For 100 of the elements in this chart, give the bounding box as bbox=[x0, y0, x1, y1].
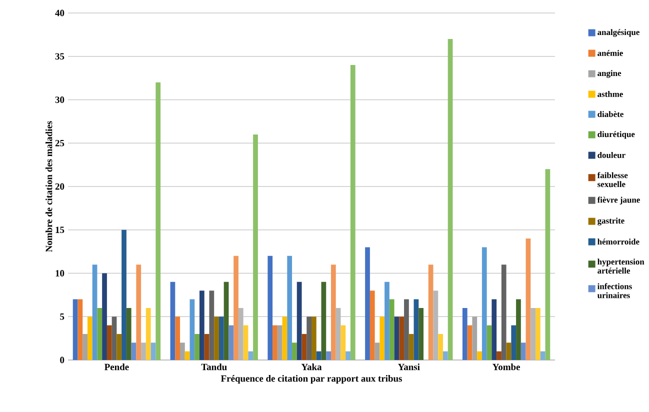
bar bbox=[404, 299, 409, 360]
bar bbox=[492, 299, 497, 360]
bar bbox=[442, 351, 448, 360]
legend-label: asthme bbox=[598, 91, 623, 97]
x-tick-label: Yaka bbox=[301, 364, 322, 370]
bar bbox=[126, 308, 132, 360]
bar bbox=[350, 65, 356, 360]
bar bbox=[175, 316, 180, 360]
bar bbox=[374, 342, 380, 360]
bar bbox=[408, 334, 414, 360]
bar bbox=[399, 316, 404, 360]
bar bbox=[234, 256, 238, 360]
bar bbox=[194, 334, 200, 360]
bar bbox=[87, 316, 92, 360]
bar bbox=[253, 134, 258, 360]
bar bbox=[199, 290, 204, 360]
y-tick-label: 20 bbox=[55, 183, 64, 190]
y-tick-label: 0 bbox=[60, 356, 64, 364]
y-tick-label: 35 bbox=[55, 53, 64, 60]
bar bbox=[136, 264, 142, 360]
bar bbox=[316, 351, 322, 360]
bar bbox=[380, 316, 385, 360]
bar bbox=[209, 290, 214, 360]
bar bbox=[156, 82, 161, 360]
bar bbox=[190, 299, 195, 360]
bar bbox=[102, 273, 107, 360]
bar bbox=[520, 342, 526, 360]
y-tick-label: 15 bbox=[56, 226, 64, 234]
legend-label: fièvre jaune bbox=[597, 196, 640, 204]
legend-label: gastrite bbox=[598, 218, 624, 226]
bar bbox=[501, 264, 506, 360]
bar bbox=[92, 264, 98, 360]
bar bbox=[545, 169, 550, 360]
legend-label: faiblesse sexuelle bbox=[597, 172, 628, 188]
bar bbox=[122, 230, 126, 360]
bar bbox=[170, 282, 176, 360]
bar bbox=[282, 316, 288, 360]
legend-label: diabète bbox=[598, 111, 624, 118]
bar bbox=[78, 299, 83, 360]
x-tick-label: Yansi bbox=[398, 364, 420, 370]
bar bbox=[321, 282, 326, 360]
x-tick-label: Pende bbox=[104, 364, 129, 370]
legend-label: hémorroide bbox=[598, 238, 640, 245]
bar bbox=[116, 334, 122, 360]
bar bbox=[248, 351, 254, 360]
legend-label: infections urinaires bbox=[597, 283, 632, 298]
x-tick-label: Tandu bbox=[201, 364, 227, 370]
bar bbox=[82, 334, 88, 360]
bar bbox=[326, 351, 331, 360]
bar bbox=[516, 299, 521, 360]
bar bbox=[180, 342, 185, 360]
bar bbox=[472, 316, 478, 360]
bar bbox=[306, 316, 312, 360]
bar bbox=[467, 325, 472, 360]
bar bbox=[292, 342, 297, 360]
legend-label: diurétique bbox=[598, 131, 635, 139]
y-tick-label: 30 bbox=[55, 96, 64, 103]
bar bbox=[346, 351, 350, 360]
y-tick-label: 10 bbox=[56, 270, 64, 276]
bar bbox=[72, 299, 78, 360]
bar bbox=[540, 351, 546, 360]
bar bbox=[268, 256, 273, 360]
legend-label: anémie bbox=[598, 50, 623, 56]
bar bbox=[97, 308, 102, 360]
x-tick-label: Yombe bbox=[492, 364, 520, 370]
bar bbox=[224, 282, 229, 360]
bar bbox=[536, 308, 540, 360]
legend-label: hypertension artérielle bbox=[598, 258, 644, 274]
bar bbox=[146, 308, 151, 360]
bar bbox=[218, 316, 224, 360]
bar bbox=[389, 299, 394, 360]
y-axis-title: Nombre de citation des maladies bbox=[46, 121, 52, 252]
legend-label: analgésique bbox=[598, 29, 640, 37]
bar bbox=[414, 299, 419, 360]
bar bbox=[477, 351, 482, 360]
bar bbox=[277, 325, 282, 360]
bar bbox=[312, 316, 316, 360]
bar bbox=[330, 264, 336, 360]
bar bbox=[184, 351, 190, 360]
bar bbox=[438, 334, 443, 360]
bar bbox=[394, 316, 400, 360]
bar bbox=[302, 334, 307, 360]
y-tick-label: 40 bbox=[55, 10, 64, 16]
bar bbox=[384, 282, 390, 360]
bar bbox=[486, 325, 492, 360]
bar bbox=[296, 282, 302, 360]
bar bbox=[496, 351, 502, 360]
y-tick-label: 5 bbox=[60, 313, 64, 320]
bar bbox=[482, 247, 487, 360]
legend-label: douleur bbox=[598, 152, 626, 158]
bar bbox=[243, 325, 248, 360]
bar bbox=[506, 342, 512, 360]
bar bbox=[214, 316, 219, 360]
bar bbox=[204, 334, 210, 360]
bar bbox=[365, 247, 370, 360]
bar bbox=[448, 39, 453, 360]
bar bbox=[131, 342, 136, 360]
bar bbox=[106, 325, 112, 360]
bar bbox=[340, 325, 346, 360]
bar bbox=[370, 290, 375, 360]
